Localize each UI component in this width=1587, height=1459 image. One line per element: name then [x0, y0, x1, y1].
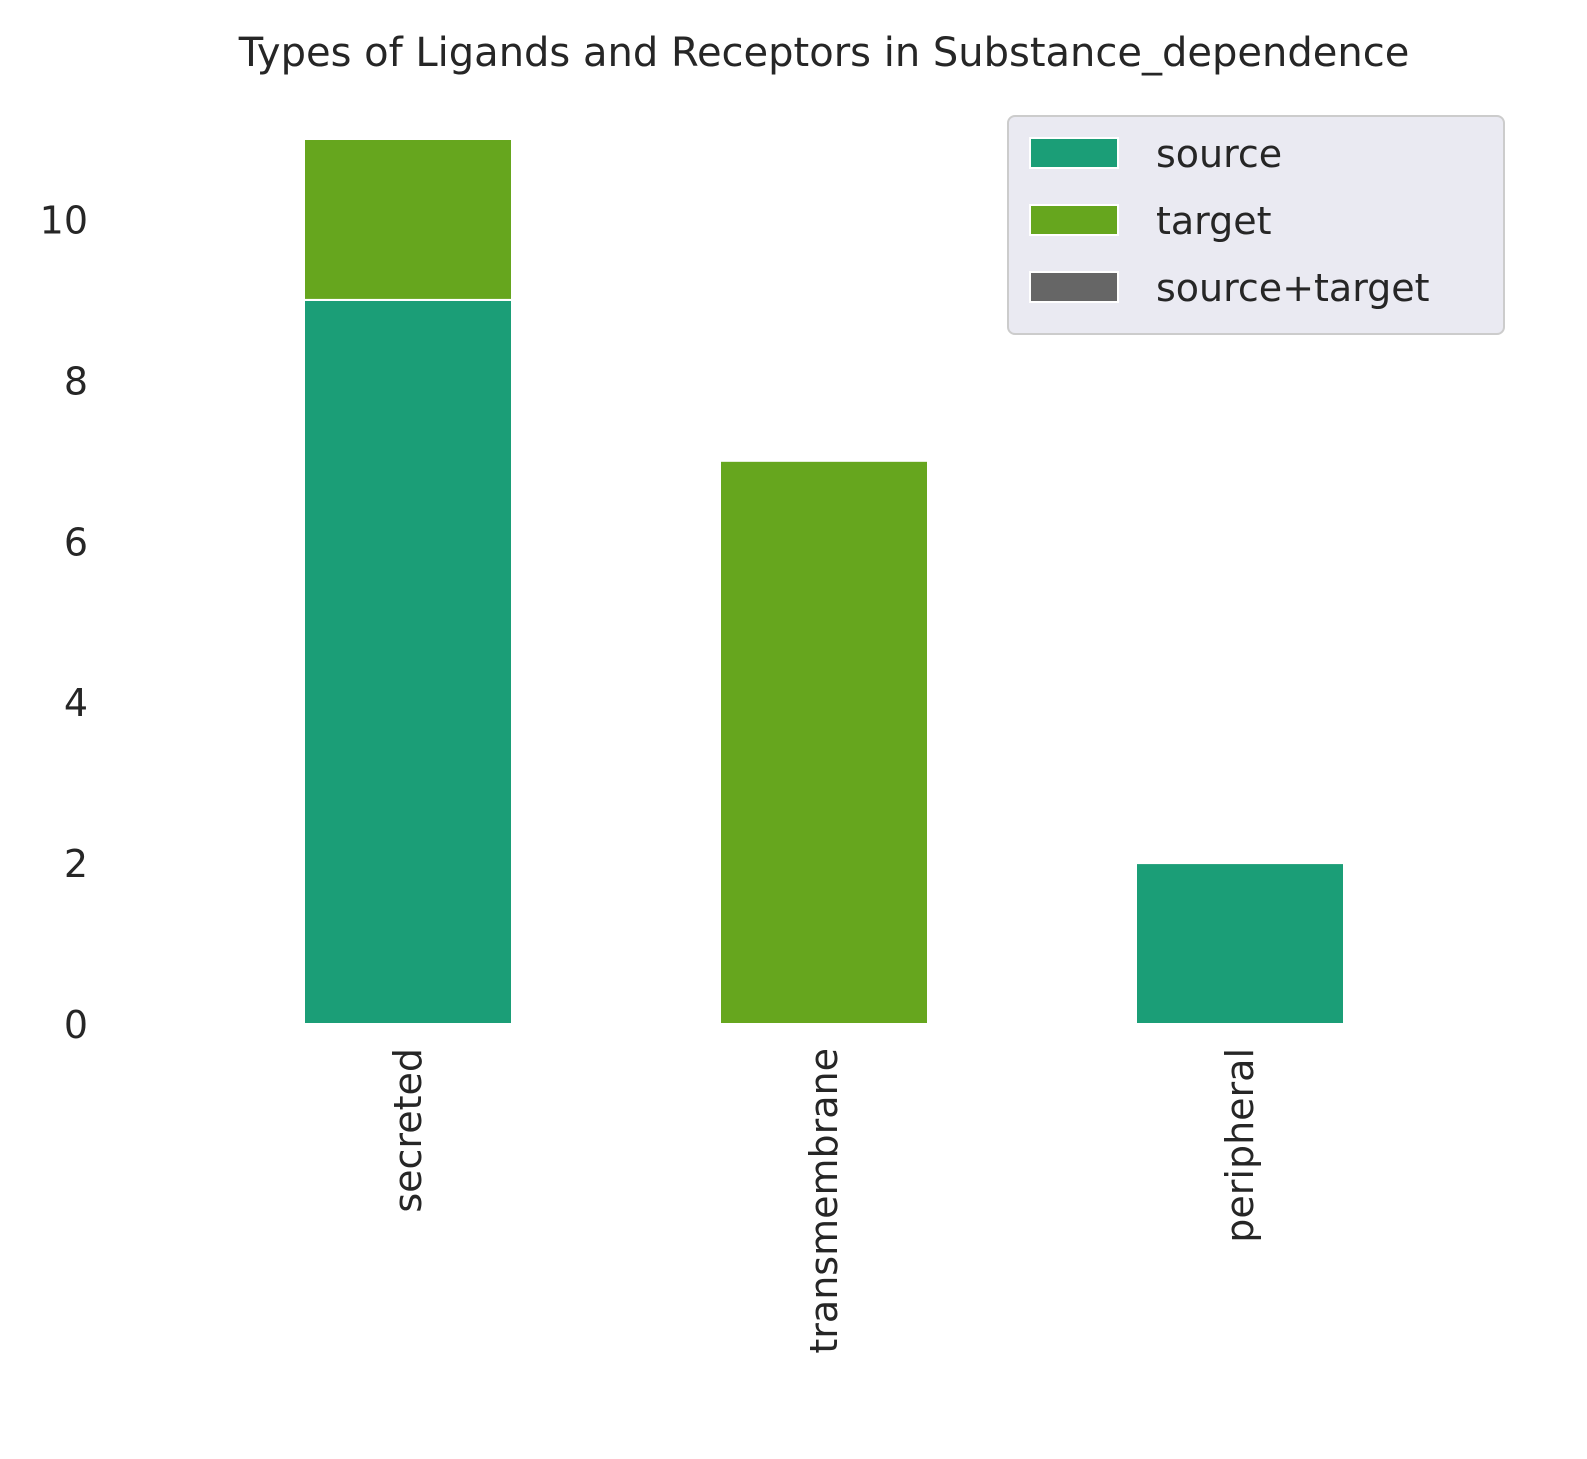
bar-transmembrane-target: [719, 459, 929, 1025]
bar-secreted-target: [303, 138, 513, 301]
legend: source target source+target: [1007, 115, 1505, 335]
x-tick-label-transmembrane: transmembrane: [802, 1048, 846, 1354]
bar-peripheral-source: [1135, 862, 1345, 1025]
legend-label-target: target: [1156, 199, 1272, 243]
y-axis: 0 2 4 6 8 10: [40, 198, 88, 1047]
legend-swatch-target: [1029, 204, 1119, 236]
y-tick-label: 4: [64, 681, 88, 725]
y-tick-label: 0: [64, 1003, 88, 1047]
y-tick-label: 10: [40, 198, 88, 242]
chart-title: Types of Ligands and Receptors in Substa…: [238, 30, 1410, 76]
x-tick-label-secreted: secreted: [386, 1048, 430, 1213]
legend-swatch-source-target: [1029, 271, 1119, 303]
x-tick-label-peripheral: peripheral: [1218, 1048, 1262, 1243]
legend-label-source-target: source+target: [1156, 266, 1430, 310]
bar-secreted-source: [303, 298, 513, 1025]
x-axis: secreted transmembrane peripheral: [386, 1048, 1262, 1354]
legend-swatch-source: [1029, 137, 1119, 169]
legend-box: [1007, 115, 1505, 335]
bar-group: [303, 138, 1345, 1025]
y-tick-label: 6: [64, 520, 88, 564]
legend-label-source: source: [1156, 132, 1282, 176]
y-tick-label: 2: [64, 842, 88, 886]
y-tick-label: 8: [64, 359, 88, 403]
